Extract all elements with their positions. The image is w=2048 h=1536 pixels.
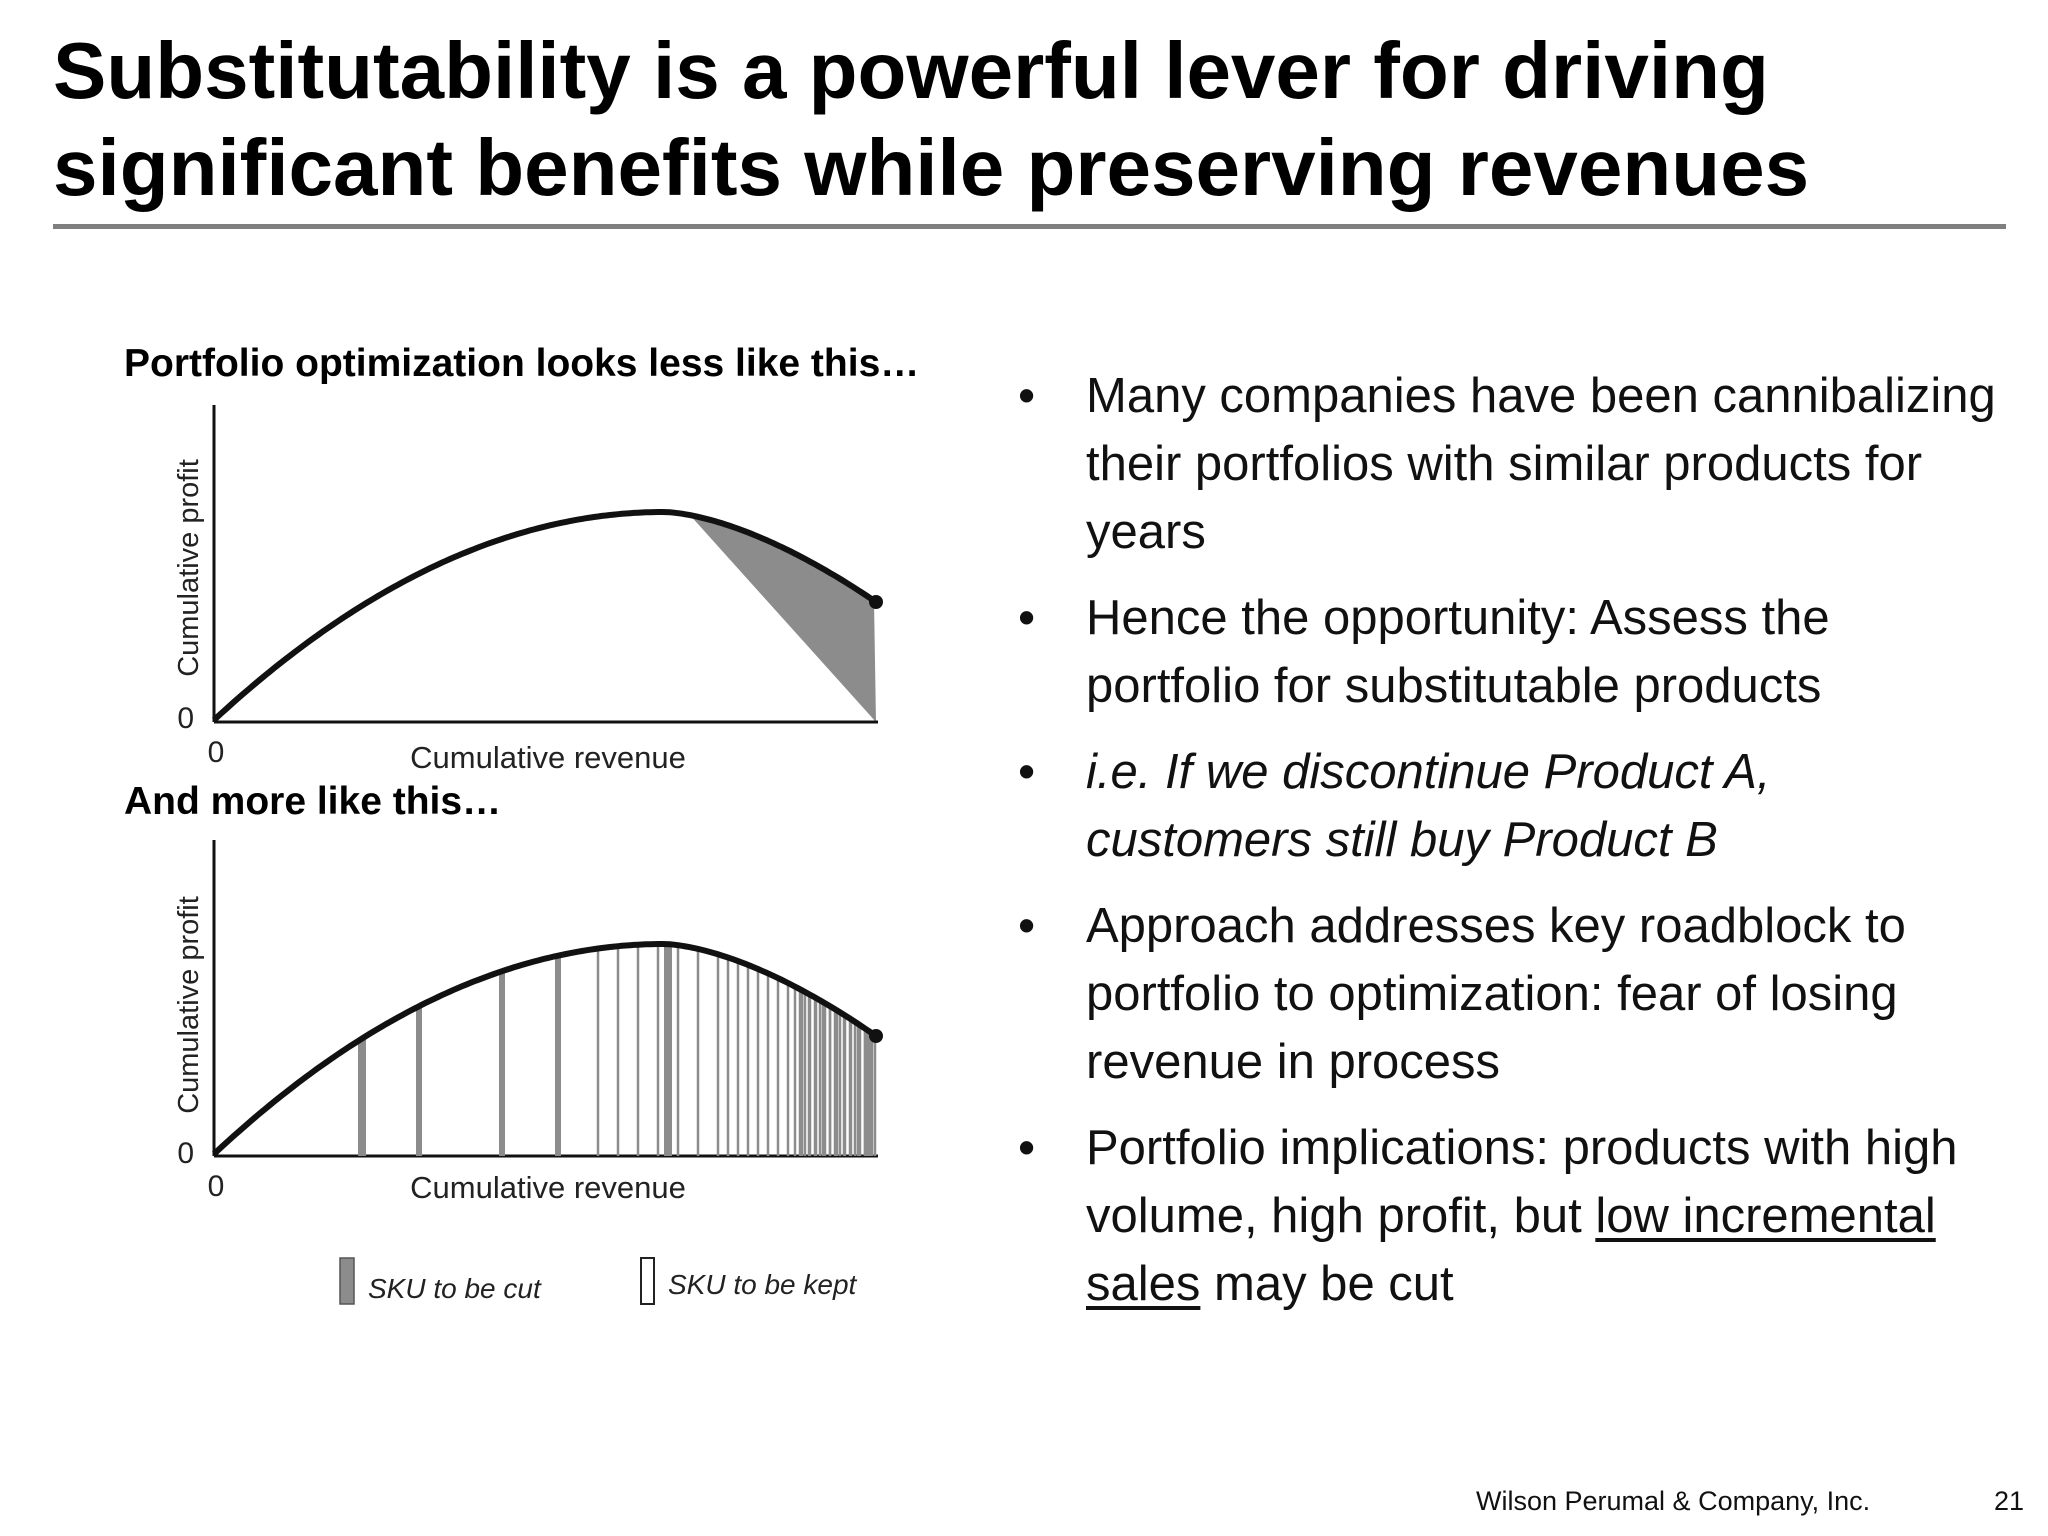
bottom-chart-x-label: Cumulative revenue — [410, 1170, 686, 1205]
title-line-1: Substitutability is a powerful lever for… — [53, 26, 1769, 115]
top-chart-y-tick-0: 0 — [177, 702, 194, 735]
top-chart: 0 0 Cumulative revenue Cumulative profit — [173, 405, 914, 775]
top-chart-x-label: Cumulative revenue — [410, 740, 686, 775]
bottom-chart-y-label: Cumulative profit — [173, 896, 205, 1114]
sku-cut-bar — [766, 973, 770, 1156]
sku-cut-bar — [838, 1012, 842, 1156]
bullet-item-1: • Many companies have been cannibalizing… — [1010, 362, 2010, 566]
legend-cut-swatch — [339, 1257, 355, 1305]
bullet-list: • Many companies have been cannibalizing… — [1010, 362, 2010, 1336]
legend-cut-label: SKU to be cut — [368, 1273, 542, 1304]
sku-cut-bar — [828, 1006, 832, 1156]
sku-cut-bar — [800, 990, 804, 1156]
sku-cut-bar — [863, 1028, 867, 1156]
sku-cut-bar — [555, 955, 561, 1156]
sku-cut-bar — [833, 1009, 837, 1156]
sku-cut-bar — [803, 991, 807, 1156]
bullet-text: Hence the opportunity: Assess the portfo… — [1086, 591, 1830, 713]
sku-cut-bar — [716, 954, 720, 1156]
sku-cut-bar — [821, 1002, 825, 1156]
top-chart-cut-region — [690, 515, 876, 722]
title-line-2: significant benefits while preserving re… — [53, 123, 1810, 212]
footer-page-number: 21 — [1994, 1486, 2025, 1516]
sku-cut-bar — [808, 994, 812, 1156]
bullet-item-3: • i.e. If we discontinue Product A, cust… — [1010, 738, 2010, 874]
sku-cut-bar — [416, 1006, 422, 1156]
sku-cut-bar — [756, 969, 760, 1156]
sku-cut-bar — [798, 989, 802, 1156]
bottom-chart-x-tick-0: 0 — [208, 1170, 225, 1203]
sku-cut-bar — [596, 948, 600, 1156]
sku-cut-bar — [853, 1021, 857, 1156]
sku-cut-bar — [664, 944, 672, 1156]
footer-company: Wilson Perumal & Company, Inc. — [1476, 1486, 1871, 1516]
bullet-glyph: • — [1018, 591, 1036, 645]
bottom-chart-curve — [211, 941, 876, 1157]
bullet-text: Many companies have been cannibalizing t… — [1086, 369, 1996, 559]
sku-cut-bar — [726, 957, 730, 1156]
sku-cut-bar — [776, 978, 780, 1156]
sku-cut-bar — [786, 983, 790, 1156]
top-chart-x-tick-0: 0 — [208, 736, 225, 769]
bottom-chart: 0 0 Cumulative revenue Cumulative profit… — [173, 840, 883, 1305]
title-divider — [53, 224, 2006, 229]
bullet-text: Portfolio implications: products with hi… — [1086, 1121, 1958, 1243]
bullet-text-after: may be cut — [1200, 1257, 1454, 1311]
bullet-text: Approach addresses key roadblock to port… — [1086, 899, 1906, 1089]
sku-cut-bar — [358, 1038, 366, 1156]
bullet-item-5: • Portfolio implications: products with … — [1010, 1114, 2010, 1318]
sku-cut-bar — [868, 1031, 872, 1156]
bullet-item-4: • Approach addresses key roadblock to po… — [1010, 892, 2010, 1096]
bottom-chart-caption: And more like this… — [124, 780, 502, 823]
sku-cut-bar — [793, 986, 797, 1156]
sku-cut-bar — [676, 945, 680, 1156]
bottom-chart-end-point — [869, 1029, 883, 1043]
top-chart-curve — [211, 509, 876, 723]
sku-cut-bar — [696, 948, 700, 1156]
bullet-item-2: • Hence the opportunity: Assess the port… — [1010, 584, 2010, 720]
sku-cut-bar — [843, 1015, 847, 1156]
sku-cut-bar — [823, 1003, 827, 1156]
bullet-glyph: • — [1018, 745, 1036, 799]
sku-cut-bar — [864, 1029, 870, 1156]
sku-cut-bar — [616, 946, 620, 1156]
bullet-underlined-text: low incremental sales — [1086, 1189, 1936, 1311]
sku-cut-bar — [746, 964, 750, 1156]
sku-cut-bar — [499, 971, 505, 1156]
top-chart-caption: Portfolio optimization looks less like t… — [124, 342, 920, 385]
sku-cut-bar — [736, 961, 740, 1156]
legend-kept-swatch — [640, 1257, 655, 1305]
bullet-text: i.e. If we discontinue Product A, custom… — [1086, 745, 1771, 867]
bullet-glyph: • — [1018, 369, 1036, 423]
sku-cut-bar — [656, 944, 660, 1156]
sku-cut-bar — [835, 1010, 839, 1156]
sku-cut-bar — [636, 944, 640, 1156]
sku-cut-bar — [858, 1025, 862, 1156]
sku-cut-bar — [870, 1033, 874, 1156]
legend-kept-label: SKU to be kept — [668, 1269, 858, 1300]
sku-cut-bar — [856, 1023, 860, 1156]
sku-cut-bar — [873, 1034, 877, 1156]
sku-bars-group — [358, 944, 877, 1156]
sku-cut-bar — [848, 1018, 852, 1156]
bullet-glyph: • — [1018, 899, 1036, 953]
sku-cut-bar — [818, 1000, 822, 1156]
top-chart-y-label: Cumulative profit — [173, 459, 205, 677]
bullet-glyph: • — [1018, 1121, 1036, 1175]
bottom-chart-y-tick-0: 0 — [177, 1137, 194, 1170]
sku-cut-bar — [813, 997, 817, 1156]
top-chart-end-point — [869, 595, 883, 609]
slide-title: Substitutability is a powerful lever for… — [53, 22, 1953, 216]
